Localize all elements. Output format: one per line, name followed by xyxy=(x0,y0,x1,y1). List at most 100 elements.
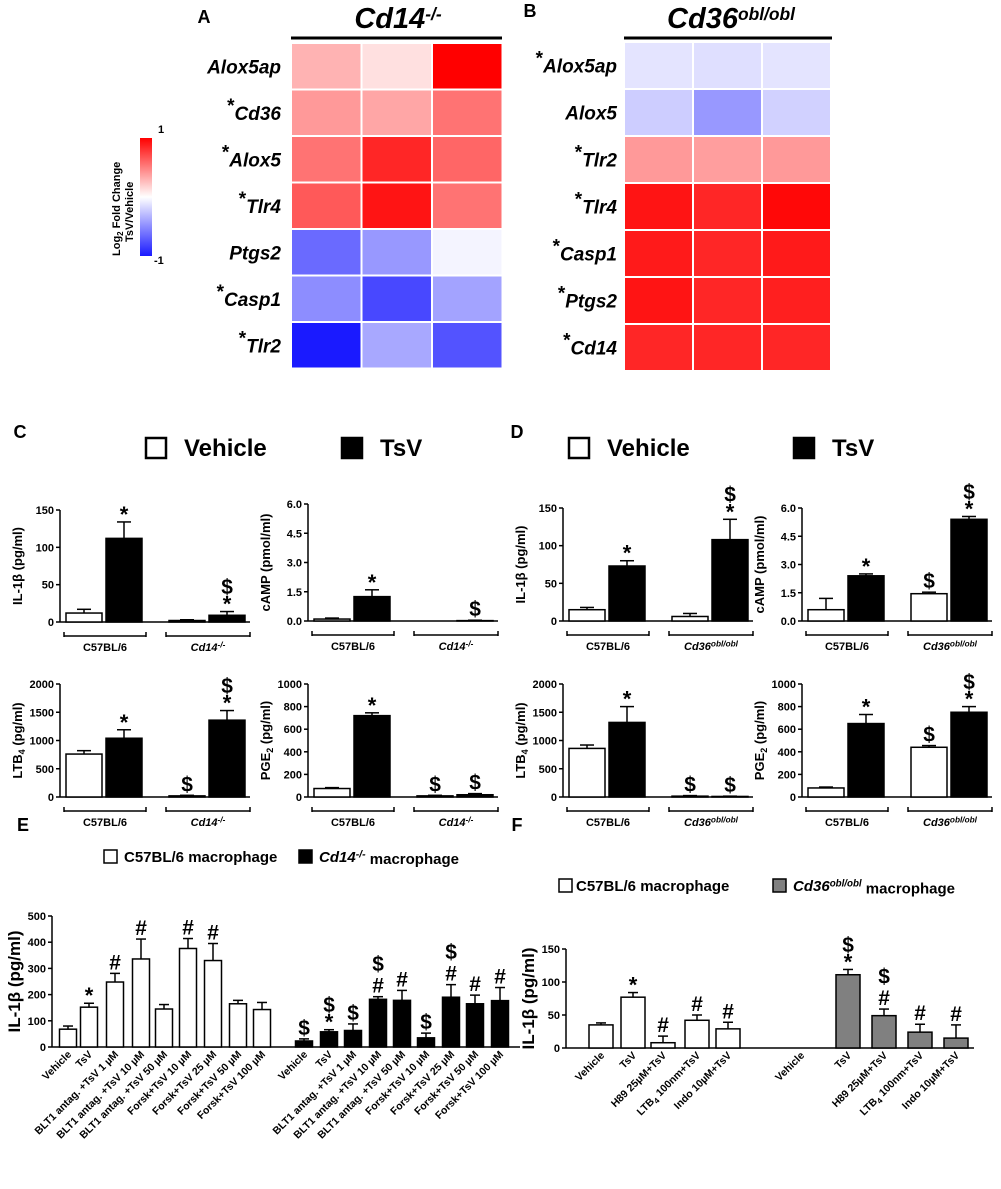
d-il1b-ylabel-text: IL-1β (pg/ml) xyxy=(513,526,528,604)
e-bar xyxy=(131,958,151,1048)
c-camp-group-label: C57BL/6 xyxy=(331,641,375,653)
c-il1b-ylabel: IL-1β (pg/ml) xyxy=(10,527,25,605)
d-ltb4-bar xyxy=(568,747,606,798)
d-camp-tick-label: 3.0 xyxy=(781,560,796,572)
f-bar xyxy=(588,1024,614,1049)
heatmap-cell xyxy=(360,135,433,184)
legend-e-label-cd14: Cd14-/- macrophage xyxy=(319,848,459,868)
d-ltb4-ylabel: LTB4 (pg/ml) xyxy=(513,702,530,778)
c-pge2-mark-0: $ xyxy=(429,773,441,796)
legend-f-label-cd36: Cd36obl/obl macrophage xyxy=(793,878,955,897)
e-category-label: Vehicle xyxy=(276,1049,310,1083)
e-tick-label: 0 xyxy=(40,1042,46,1054)
heatmap-cell xyxy=(623,135,694,184)
heatmap-cell xyxy=(290,181,363,230)
heatmap-cell xyxy=(623,276,694,325)
d-pge2-ylabel: PGE2 (pg/ml) xyxy=(752,701,769,780)
e-bar xyxy=(392,999,412,1048)
d-il1b-group-label: C57BL/6 xyxy=(586,641,630,653)
d-il1b-group-label: Cd36obl/obl xyxy=(684,639,739,653)
d-ltb4-group-label: Cd36obl/obl xyxy=(684,815,739,829)
gene-label: *Casp1 xyxy=(217,282,281,311)
legend-d-swatch-vehicle xyxy=(567,436,591,460)
c-ltb4-group-label: Cd14-/- xyxy=(191,815,226,829)
f-tick-label: 150 xyxy=(542,944,560,956)
e-mark-1: $ xyxy=(445,941,457,964)
colorbar xyxy=(140,138,152,256)
d-il1b-tick-label: 50 xyxy=(545,578,557,590)
f-category: TsV xyxy=(833,1050,855,1072)
f-mark-0: # xyxy=(878,987,890,1010)
heatmap-cell xyxy=(623,41,694,90)
d-il1b-bar xyxy=(671,615,709,622)
d-camp-group-label: Cd36obl/obl xyxy=(923,639,978,653)
legend-e-label-c57: C57BL/6 macrophage xyxy=(124,849,277,866)
c-pge2-bar xyxy=(313,787,351,798)
c-camp-tick-label: 0.0 xyxy=(287,616,302,628)
e-mark-0: # xyxy=(396,968,408,991)
panel-letter-f: F xyxy=(512,815,523,835)
heatmap-cell xyxy=(290,228,363,277)
panel-letter-c: C xyxy=(14,422,27,442)
heatmap-cell xyxy=(692,41,763,90)
heatmap-cell xyxy=(761,276,832,325)
legend-d-swatch-tsv xyxy=(792,436,816,460)
d-il1b-ylabel: IL-1β (pg/ml) xyxy=(513,526,528,604)
legend-f-swatch-cd36 xyxy=(772,878,787,893)
heatmap-cell xyxy=(692,229,763,278)
c-pge2-mark-0: * xyxy=(368,693,377,718)
c-camp-ylabel: cAMP (pmol/ml) xyxy=(258,514,273,612)
f-ylabel-text: IL-1β (pg/ml) xyxy=(519,948,538,1050)
legend-c-label-tsv: TsV xyxy=(380,435,422,462)
e-bar xyxy=(58,1028,78,1048)
heatmap-b-title: Cd36obl/obl xyxy=(667,3,796,35)
d-il1b-mark-0: * xyxy=(726,499,735,524)
gene-label: *Tlr4 xyxy=(575,190,618,219)
f-category-label: Vehicle xyxy=(573,1050,607,1084)
d-pge2-tick-label: 0 xyxy=(790,792,796,804)
d-camp-mark-1: $ xyxy=(963,481,975,504)
e-tick-label: 200 xyxy=(28,990,46,1002)
c-pge2-tick-label: 1000 xyxy=(278,679,302,691)
legend-c-label-vehicle: Vehicle xyxy=(184,435,267,462)
d-ltb4-mark-0: $ xyxy=(684,774,696,797)
d-il1b-bar xyxy=(568,608,606,622)
e-category-label: TsV xyxy=(74,1049,96,1071)
heatmap-cell xyxy=(623,229,694,278)
d-ltb4-tick-label: 1500 xyxy=(533,707,557,719)
d-camp-ylabel-text: cAMP (pmol/ml) xyxy=(752,516,767,614)
c-il1b-mark-0: * xyxy=(223,592,232,617)
e-bar xyxy=(203,959,223,1048)
c-camp-mark-0: * xyxy=(368,570,377,595)
c-il1b-mark-1: $ xyxy=(221,576,233,599)
f-category-label: TsV xyxy=(618,1050,640,1072)
panel-letter-a: A xyxy=(198,7,211,27)
f-mark-0: # xyxy=(657,1014,669,1037)
f-tick-label: 0 xyxy=(554,1043,560,1055)
c-pge2-tick-label: 800 xyxy=(284,702,302,714)
c-pge2-bar xyxy=(353,714,391,798)
heatmap-a-title: Cd14-/- xyxy=(354,3,442,35)
d-il1b-tick-label: 0 xyxy=(551,616,557,628)
heatmap-cell xyxy=(431,181,504,230)
heatmap-cell xyxy=(290,274,363,323)
d-pge2-mark-0: * xyxy=(965,687,974,712)
d-pge2-mark-1: $ xyxy=(963,671,975,694)
d-il1b-mark-1: $ xyxy=(724,484,736,507)
d-pge2-bar xyxy=(847,722,885,798)
d-camp-tick-label: 0.0 xyxy=(781,616,796,628)
heatmap-cell xyxy=(692,135,763,184)
f-bar xyxy=(650,1041,676,1049)
d-pge2-mark-0: * xyxy=(862,695,871,720)
c-pge2-tick-label: 600 xyxy=(284,724,302,736)
f-tick-label: 100 xyxy=(542,977,560,989)
heatmap-cell xyxy=(431,88,504,137)
heatmap-cell xyxy=(290,88,363,137)
panel-letter-d: D xyxy=(511,422,524,442)
f-category: TsV xyxy=(618,1050,640,1072)
heatmap-cell xyxy=(761,88,832,137)
c-ltb4-bar xyxy=(65,753,103,798)
d-il1b-bar xyxy=(608,565,646,622)
gene-label: Ptgs2 xyxy=(229,243,281,264)
f-category-label: TsV xyxy=(833,1050,855,1072)
